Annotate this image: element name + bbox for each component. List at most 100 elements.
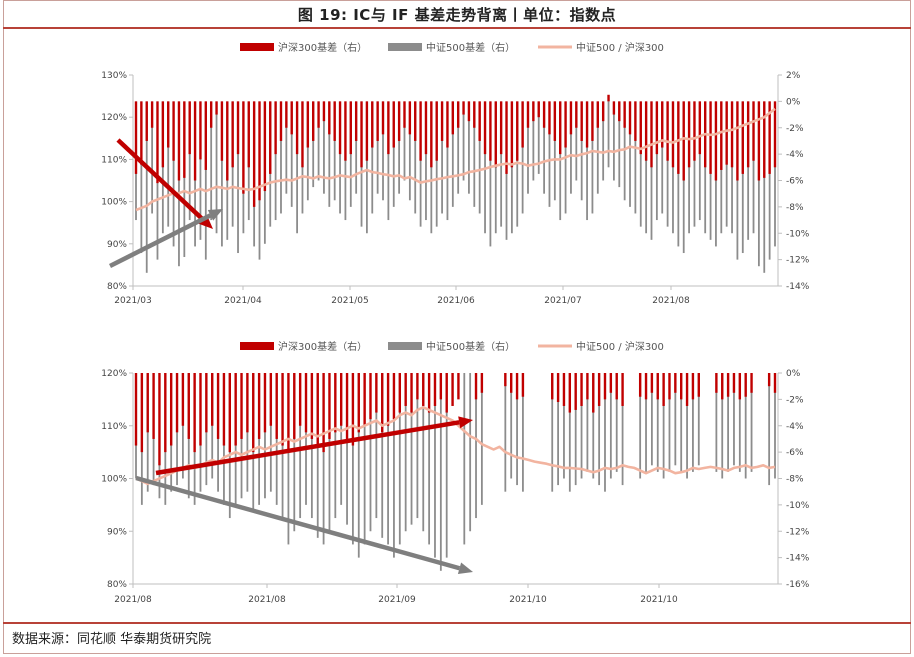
chart1-if-basis-bar — [295, 101, 299, 155]
chart1-ic-basis-bar — [484, 101, 486, 234]
chart1-ic-basis-bar — [237, 101, 239, 254]
chart2-ic-basis-bar — [615, 373, 618, 472]
chart1-if-basis-bar — [564, 101, 567, 148]
chart2-if-basis-bar — [515, 373, 519, 400]
chart2-if-basis-bar — [621, 373, 624, 406]
chart1-if-basis-bar — [666, 101, 669, 161]
chart1-ic-basis-bar — [425, 101, 427, 221]
chart1-if-basis-bar — [258, 101, 261, 201]
chart1-ic-basis-bar — [698, 101, 701, 221]
chart1-if-basis-bar — [247, 101, 250, 168]
chart1-if-basis-bar — [204, 101, 208, 170]
chart2-if-basis-bar — [205, 373, 208, 433]
chart2-right-tick-label: -2% — [786, 395, 804, 405]
chart1-ic-basis-bar — [570, 101, 572, 194]
chart1-ic-basis-bar — [323, 101, 325, 194]
chart1-if-basis-bar — [478, 101, 481, 141]
chart2-if-basis-bar — [181, 373, 185, 426]
chart2-ic-basis-bar — [269, 373, 272, 492]
chart1-if-basis-bar — [354, 101, 358, 141]
chart2-if-basis-bar — [381, 373, 384, 433]
chart2-if-basis-bar — [638, 373, 642, 397]
chart2-if-basis-bar — [592, 373, 595, 413]
chart1-left-tick-label: 100% — [101, 198, 127, 208]
chart2-if-basis-bar — [568, 373, 572, 413]
chart1-if-basis-bar — [183, 101, 186, 178]
chart2-if-basis-bar — [410, 373, 413, 413]
chart1-ic-basis-bar — [602, 101, 605, 181]
chart2-if-basis-bar — [304, 373, 308, 433]
chart1-if-basis-bar — [446, 101, 449, 148]
chart2-if-basis-bar — [551, 373, 554, 400]
chart1-ic-basis-bar — [290, 101, 293, 207]
chart2-if-basis-bar — [169, 373, 173, 446]
chart1-ic-basis-bar — [478, 101, 481, 214]
chart2-if-basis-bar — [369, 373, 372, 420]
chart1-ic-basis-bar — [548, 101, 551, 207]
chart2-if-basis-bar — [685, 373, 689, 406]
chart2-if-basis-bar — [275, 373, 278, 439]
chart2-if-basis-bar — [509, 373, 513, 393]
chart1-if-basis-bar — [591, 101, 594, 141]
chart2-ic-basis-bar — [580, 373, 583, 479]
chart2-if-basis-bar — [246, 373, 249, 433]
chart1-ic-basis-bar — [623, 101, 626, 201]
chart2-ic-basis-bar — [639, 373, 642, 479]
chart2-ic-basis-bar — [322, 373, 325, 545]
chart1-if-basis-bar — [618, 101, 621, 122]
chart2-if-basis-bar — [574, 373, 577, 410]
chart1-right-tick-label: -12% — [786, 256, 810, 266]
chart2-trend-arrowhead-2 — [457, 562, 473, 575]
chart1-if-basis-bar — [521, 101, 524, 148]
chart2-ic-basis-bar — [656, 373, 659, 472]
chart2-ic-basis-bar — [668, 373, 671, 472]
chart2-if-basis-bar — [439, 373, 443, 400]
chart2-if-basis-bar — [404, 373, 407, 406]
chart1-ic-basis-bar — [527, 101, 529, 194]
chart2-x-tick-label: 2021/10 — [509, 595, 547, 605]
chart2-ic-basis-bar — [645, 373, 647, 472]
chart2-if-basis-bar — [257, 373, 261, 439]
chart1-if-basis-bar — [177, 101, 181, 181]
chart2-ic-basis-bar — [381, 373, 384, 538]
chart1-ic-basis-bar — [462, 101, 465, 181]
chart1-ic-basis-bar — [419, 101, 422, 227]
chart2-if-basis-bar — [744, 373, 747, 397]
chart1-ic-basis-bar — [221, 101, 223, 247]
chart1-if-basis-bar — [607, 94, 610, 102]
figure-title: 图 19: IC与 IF 基差走势背离丨单位：指数点 — [297, 6, 617, 24]
chart2-if-basis-bar — [140, 373, 144, 453]
chart2-if-basis-bar — [322, 373, 325, 453]
chart1-ic-basis-bar — [489, 101, 492, 247]
chart1-if-basis-bar — [381, 101, 385, 135]
chart1-if-basis-bar — [328, 101, 331, 135]
chart1-if-basis-bar — [242, 101, 245, 194]
chart2-if-basis-bar — [451, 373, 454, 406]
chart2-ic-basis-bar — [469, 373, 472, 532]
chart1-ic-basis-bar — [532, 101, 535, 181]
chart1-ic-basis-bar — [596, 101, 599, 194]
chart1-if-basis-bar — [725, 101, 728, 165]
chart2-if-basis-bar — [721, 373, 724, 400]
title-rule — [3, 27, 911, 29]
chart2-ic-basis-bar — [650, 373, 653, 466]
chart2-if-basis-bar — [334, 373, 337, 433]
chart2-if-basis-bar — [281, 373, 284, 446]
chart1-legend-label-1: 沪深300基差（右） — [278, 41, 367, 54]
chart2-if-basis-bar — [662, 373, 665, 406]
chart1-if-basis-bar — [430, 101, 433, 168]
chart1-ic-basis-bar — [634, 101, 637, 214]
chart1-if-basis-bar — [623, 101, 626, 128]
chart2-right-tick-label: -14% — [786, 554, 810, 564]
chart1-ic-basis-bar — [441, 101, 443, 214]
chart2-ic-basis-bar — [592, 373, 595, 479]
chart1-x-tick-label: 2021/06 — [437, 296, 475, 306]
chart1-right-tick-label: -10% — [786, 229, 810, 239]
chart1-if-basis-bar — [414, 101, 417, 141]
chart1-legend-swatch-2 — [388, 43, 422, 51]
chart2-left-tick-label: 100% — [101, 475, 127, 485]
chart2-if-basis-bar — [216, 373, 220, 439]
chart1-ic-basis-bar — [586, 101, 588, 221]
chart2-ic-basis-bar — [563, 373, 565, 479]
chart1-ic-basis-bar — [328, 101, 331, 207]
